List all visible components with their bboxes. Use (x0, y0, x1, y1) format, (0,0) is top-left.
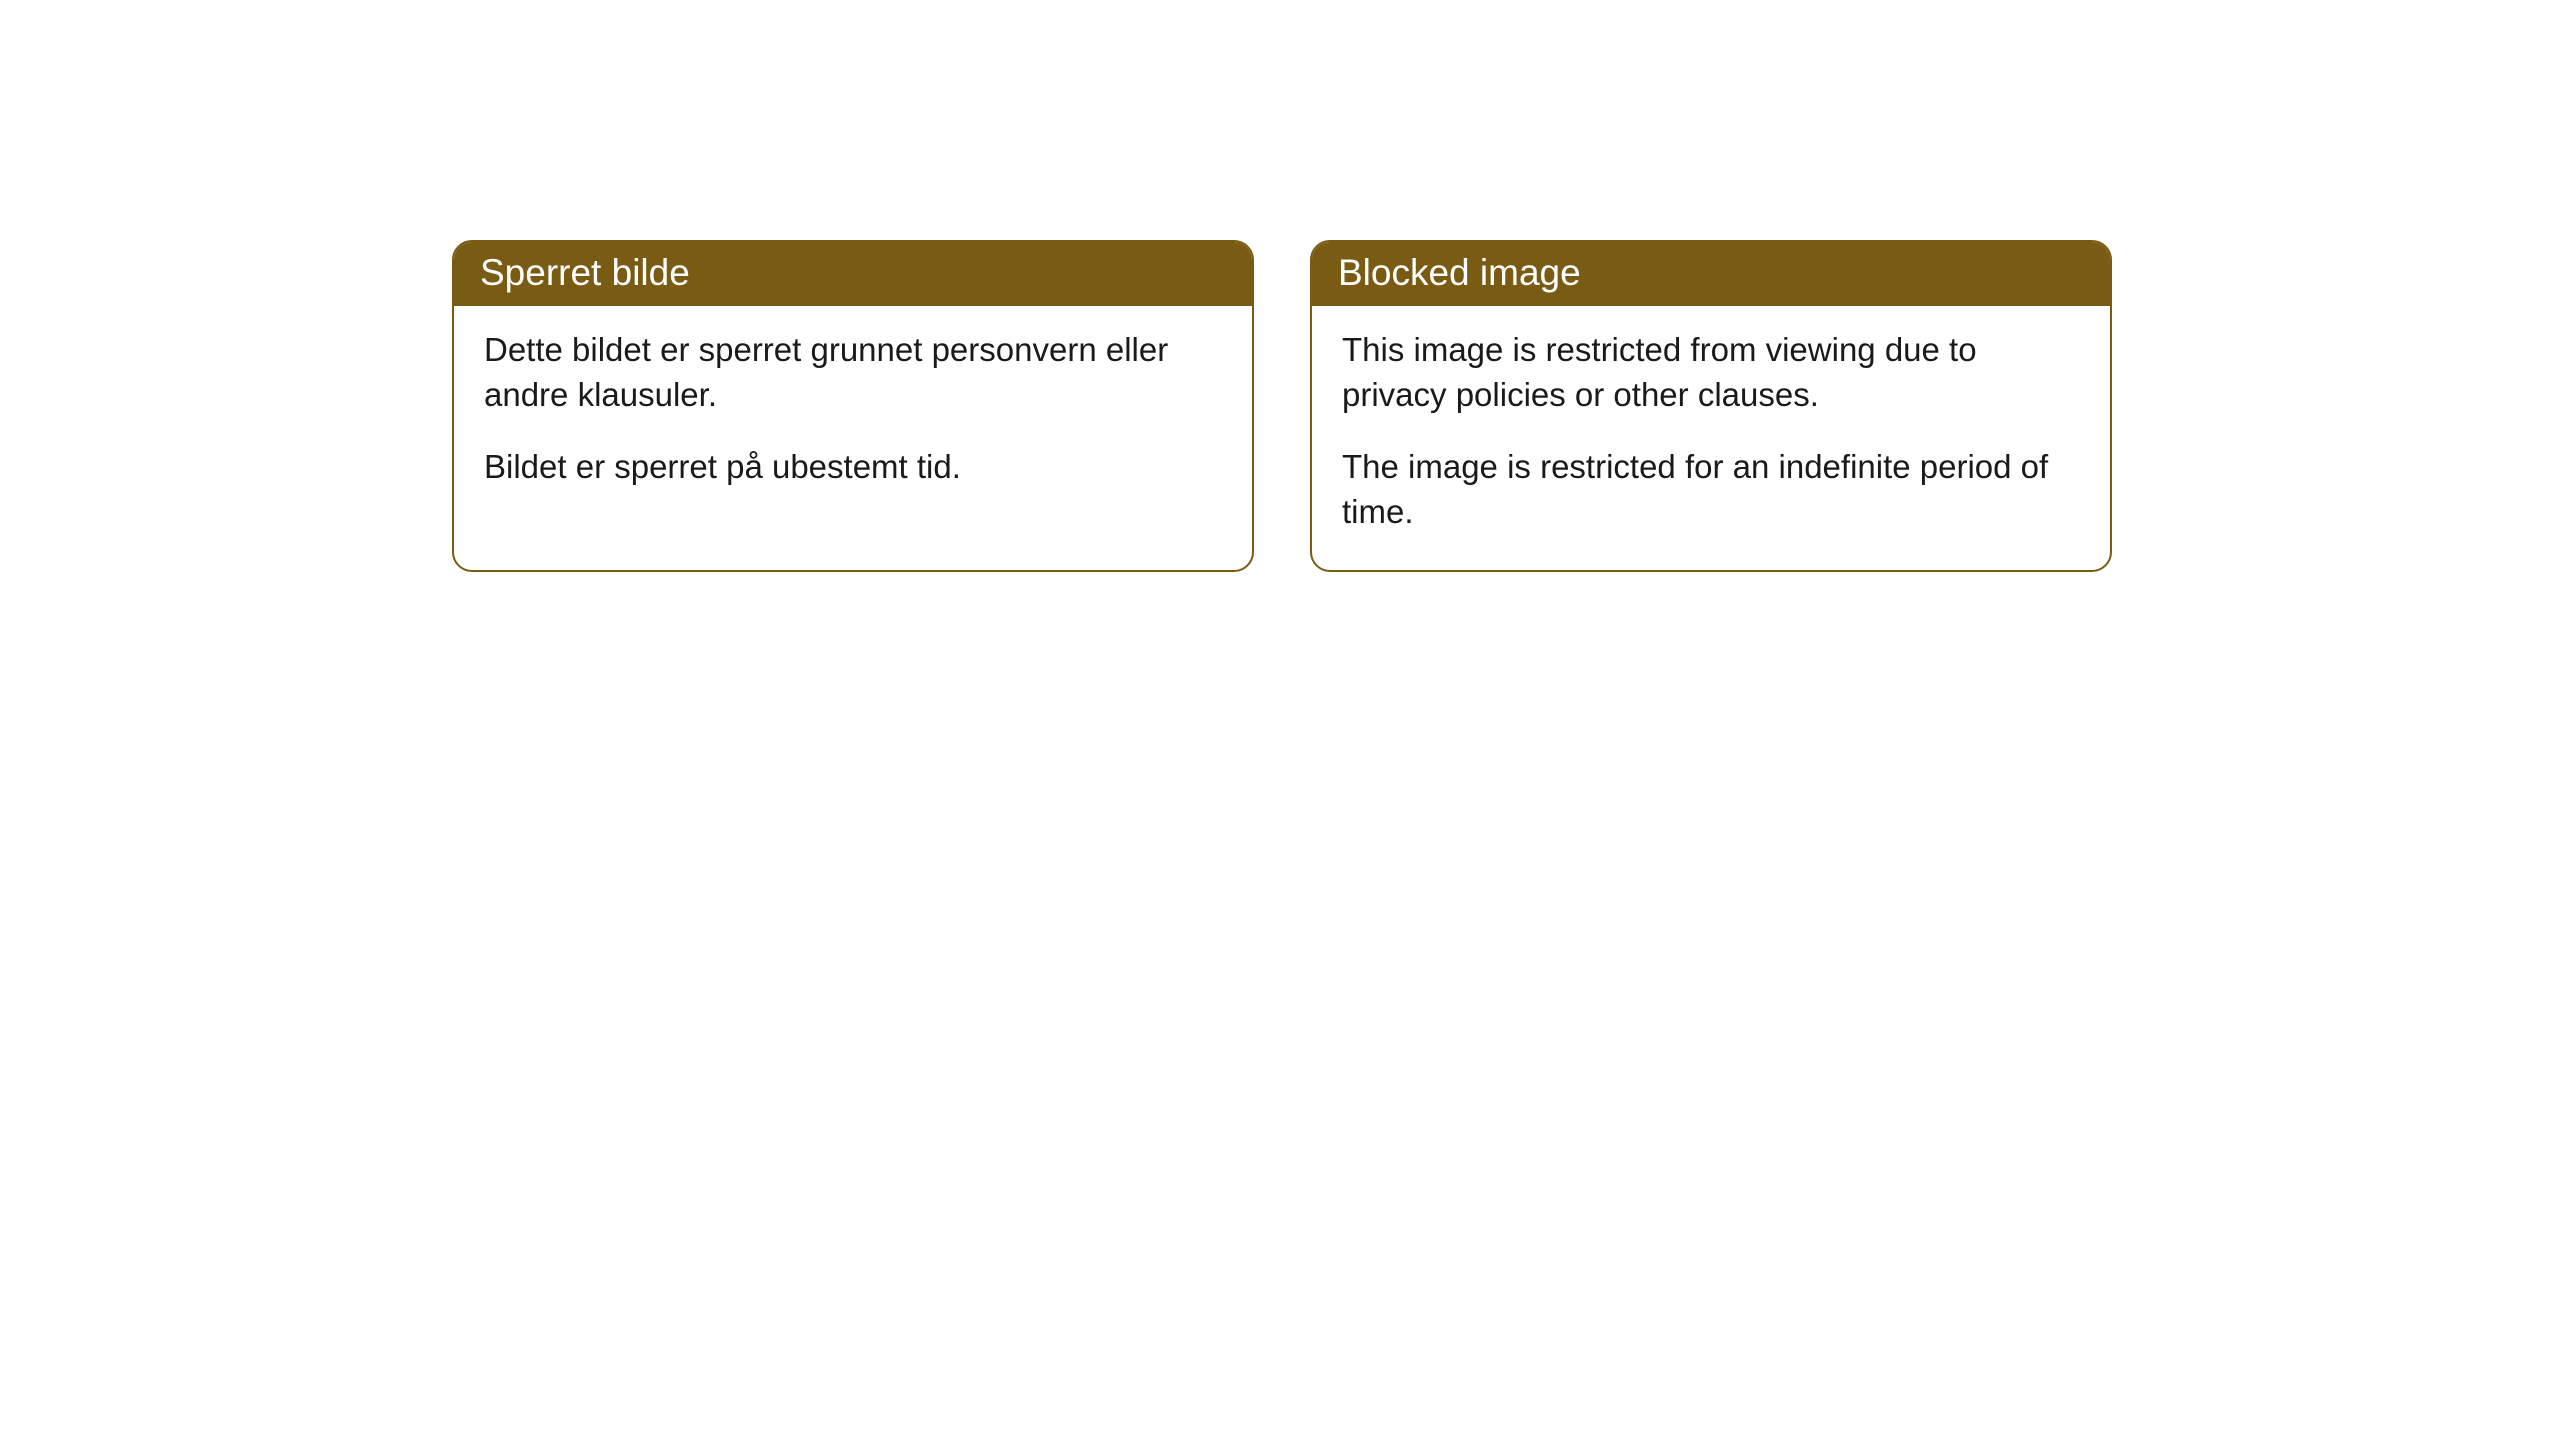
card-paragraph: Dette bildet er sperret grunnet personve… (484, 328, 1222, 417)
blocked-image-card-english: Blocked image This image is restricted f… (1310, 240, 2112, 572)
card-title: Blocked image (1338, 252, 1581, 293)
card-body: This image is restricted from viewing du… (1312, 306, 2110, 570)
card-paragraph: Bildet er sperret på ubestemt tid. (484, 445, 1222, 490)
card-body: Dette bildet er sperret grunnet personve… (454, 306, 1252, 526)
card-header: Blocked image (1312, 242, 2110, 306)
card-title: Sperret bilde (480, 252, 690, 293)
card-paragraph: The image is restricted for an indefinit… (1342, 445, 2080, 534)
card-header: Sperret bilde (454, 242, 1252, 306)
info-cards-container: Sperret bilde Dette bildet er sperret gr… (452, 240, 2560, 572)
blocked-image-card-norwegian: Sperret bilde Dette bildet er sperret gr… (452, 240, 1254, 572)
card-paragraph: This image is restricted from viewing du… (1342, 328, 2080, 417)
